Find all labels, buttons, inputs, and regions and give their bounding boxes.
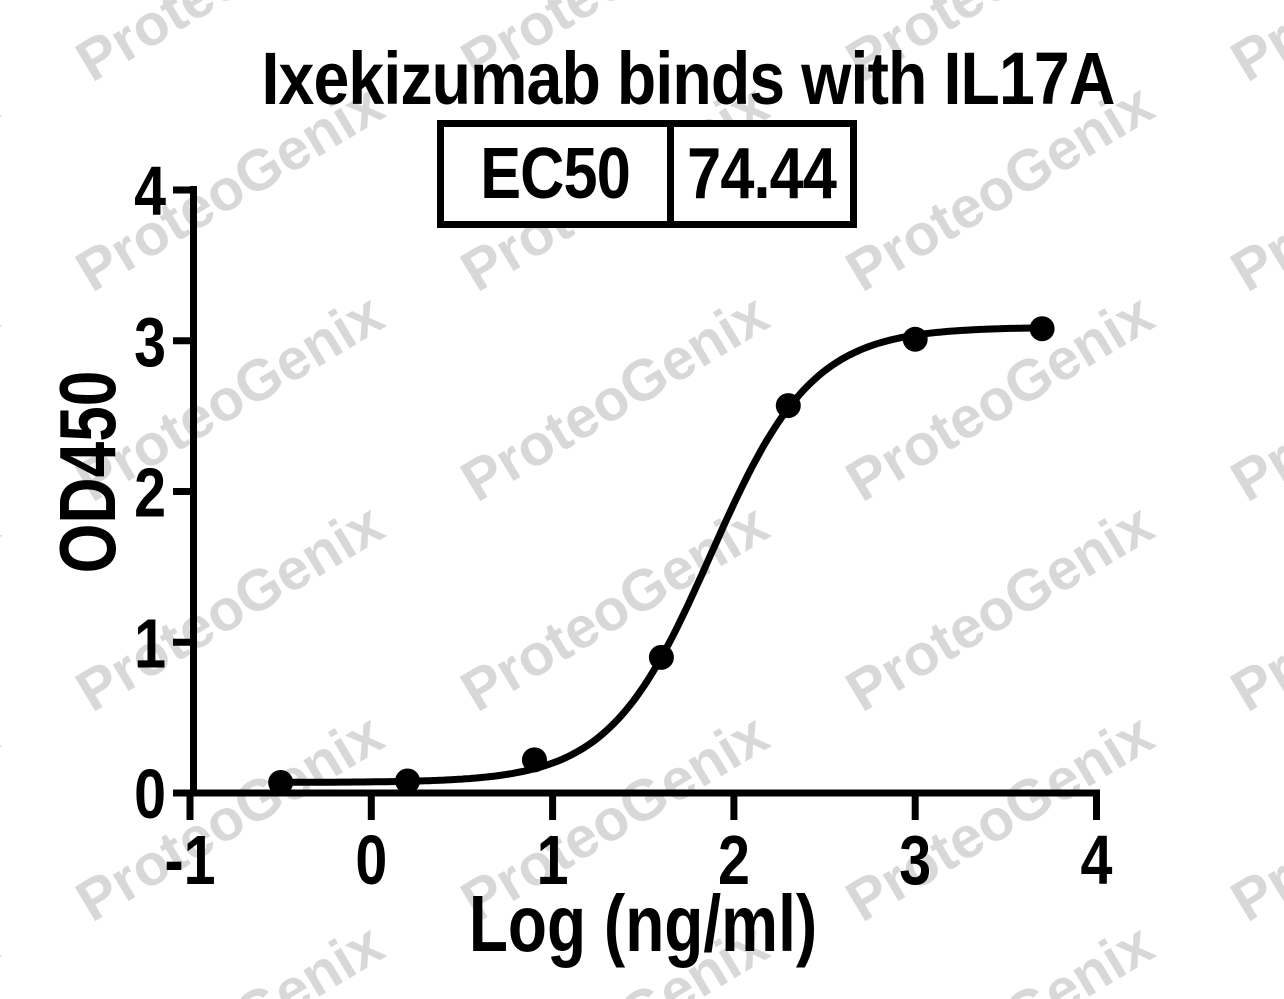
ec50-value-text: 74.44 [687,134,838,214]
x-tick-label: 0 [355,821,387,900]
fit-curve [277,324,1046,786]
x-tick-label: 4 [1081,821,1113,900]
y-tick-label: 1 [134,604,166,683]
data-point [395,768,421,794]
y-tick-label: 2 [134,453,166,532]
ec50-value-cell: 74.44 [674,127,850,221]
data-point [648,644,674,670]
y-tick-label: 4 [134,152,166,231]
x-tick-label: 1 [537,821,569,900]
data-point [268,769,294,795]
chart-title: Ixekizumab binds with IL17A [261,37,1116,120]
x-tick-label: -1 [164,821,215,900]
ec50-label-cell: EC50 [444,127,674,221]
x-axis-label: Log (ng/ml) [468,879,818,968]
ec50-table: EC50 74.44 [437,120,857,228]
data-point [1029,316,1055,342]
data-point [775,393,801,419]
data-point [902,326,928,352]
x-tick-label: 2 [718,821,750,900]
y-tick-label: 3 [134,302,166,381]
ec50-label-text: EC50 [480,134,632,214]
y-axis-label: OD450 [43,370,132,574]
y-tick-label: 0 [134,755,166,834]
x-tick-label: 3 [899,821,931,900]
data-point [521,747,547,773]
